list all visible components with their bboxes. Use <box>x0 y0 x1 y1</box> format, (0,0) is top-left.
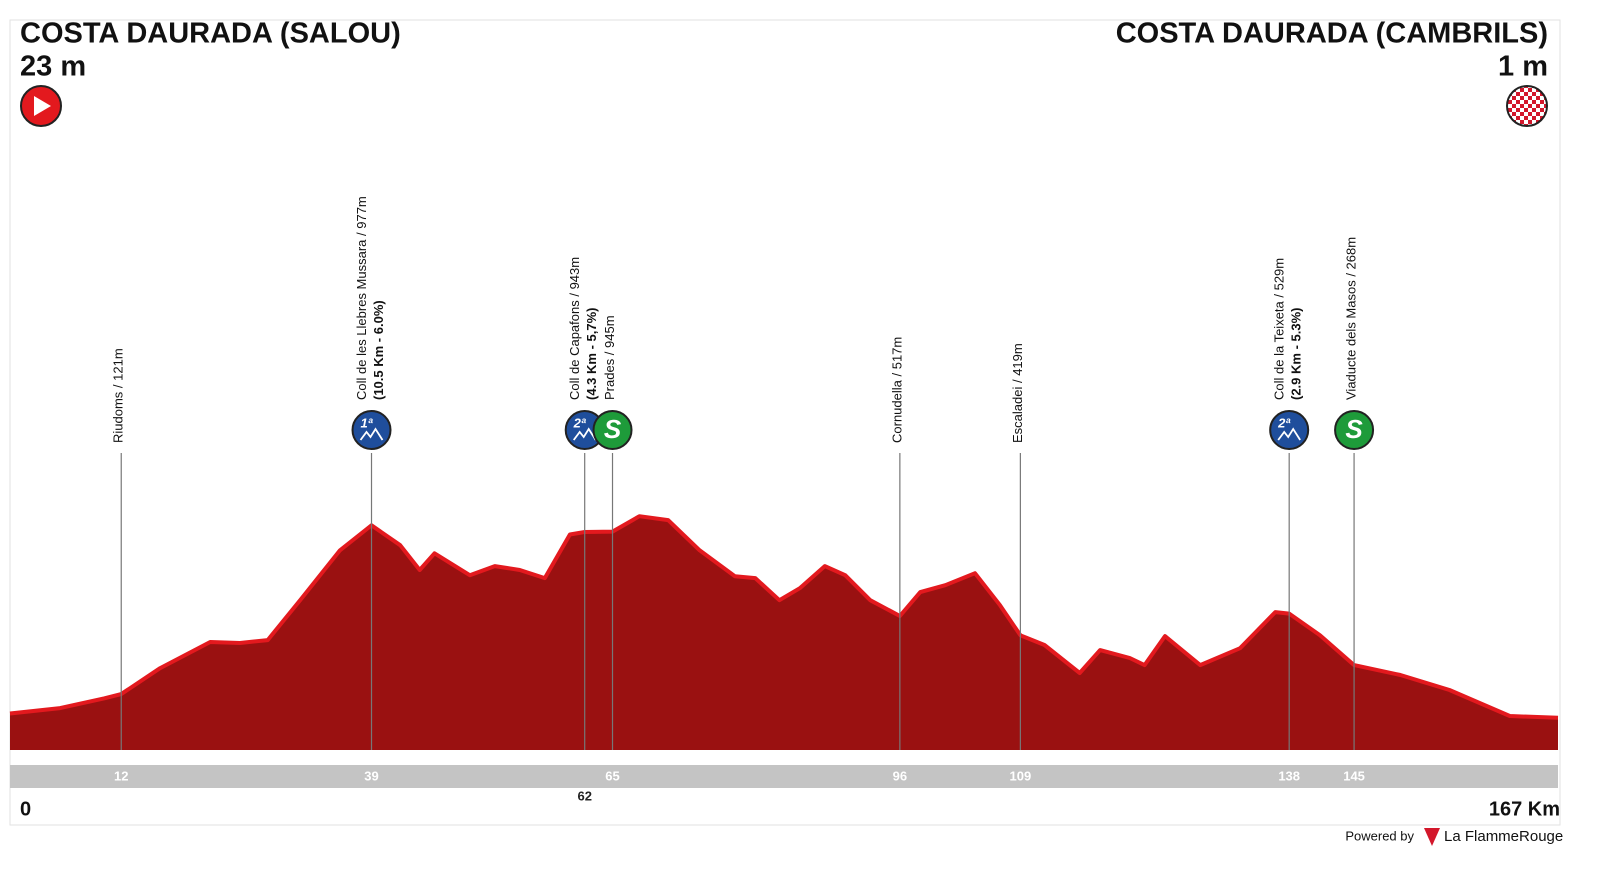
poi-label: Coll de les Llebres Mussara / 977m <box>354 196 369 400</box>
x-tick-label: 12 <box>114 768 128 783</box>
poi-label: Riudoms / 121m <box>111 348 126 443</box>
x-tick-label: 109 <box>1010 768 1032 783</box>
profile-edge <box>9 514 1559 720</box>
badge-mountain <box>359 427 384 441</box>
poi-badge: 2ª <box>1269 410 1310 450</box>
badge-circle <box>592 410 633 450</box>
km-bar <box>10 765 1558 788</box>
poi-label: Prades / 945m <box>602 315 617 400</box>
x-tick-label: 62 <box>577 788 591 803</box>
poi-detail: (2.9 Km - 5.3%) <box>1289 308 1304 400</box>
brand-logo <box>1424 828 1440 846</box>
badge-circle <box>1269 410 1310 450</box>
badge-text: 2ª <box>573 415 587 430</box>
frame <box>9 19 1561 826</box>
badge-mountain <box>1277 427 1301 441</box>
poi-badge: S <box>1334 410 1375 450</box>
finish-altitude: 1 m <box>1498 51 1548 83</box>
start-altitude: 23 m <box>20 51 86 83</box>
badge-circle <box>1334 410 1375 450</box>
poi-label: Coll de Capafons / 943m <box>567 257 582 400</box>
badge-text: 2ª <box>1277 415 1291 430</box>
badge-text: S <box>1345 414 1363 444</box>
x-tick-label: 65 <box>605 768 619 783</box>
x-tick-label: 0 <box>20 798 31 820</box>
poi-badge: S <box>592 410 633 450</box>
poi-detail: (4.3 Km - 5,7%) <box>584 308 599 400</box>
poi-label: Coll de la Teixeta / 529m <box>1272 258 1287 400</box>
brand: La FlammeRouge <box>1444 828 1563 845</box>
x-tick-label: 39 <box>364 768 378 783</box>
start-name: COSTA DAURADA (SALOU) <box>20 18 401 50</box>
start-icon <box>20 85 62 127</box>
badge-mountain <box>572 427 597 441</box>
powered-by: Powered by <box>1345 828 1414 843</box>
profile-area <box>10 516 1558 750</box>
poi-label: Cornudella / 517m <box>889 337 904 443</box>
finish-name: COSTA DAURADA (CAMBRILS) <box>1116 18 1548 50</box>
x-tick-label: 167 Km <box>1489 798 1560 820</box>
poi-label: Viaducte dels Masos / 268m <box>1344 237 1359 400</box>
finish-icon <box>1506 85 1548 127</box>
x-tick-label: 138 <box>1278 768 1300 783</box>
x-tick-label: 145 <box>1343 768 1365 783</box>
x-tick-label: 96 <box>893 768 907 783</box>
badge-text: 1ª <box>360 415 373 430</box>
poi-label: Escaladei / 419m <box>1010 343 1025 443</box>
poi-badge: 1ª <box>351 410 392 450</box>
poi-detail: (10.5 Km - 6.0%) <box>371 300 386 400</box>
badge-text: S <box>604 414 622 444</box>
poi-badge: 2ª <box>564 410 605 450</box>
